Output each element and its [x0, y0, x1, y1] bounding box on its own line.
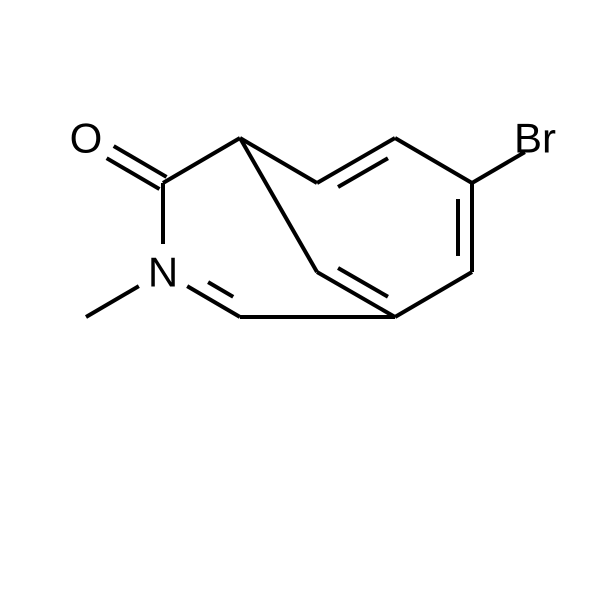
- atom-label-br: Br: [514, 115, 556, 162]
- bond-double-inner: [338, 268, 388, 297]
- bond-double-inner: [338, 158, 388, 187]
- bond-double: [114, 146, 167, 177]
- bond-double-inner: [208, 282, 233, 297]
- atom-label-o: O: [70, 115, 103, 162]
- atom-label-n: N: [148, 249, 178, 296]
- bond-single: [395, 138, 472, 183]
- bond-single: [163, 138, 240, 183]
- bond-single: [395, 272, 472, 317]
- bond-double-outer: [187, 286, 240, 317]
- bond-single: [86, 286, 139, 317]
- bond-double: [107, 158, 160, 189]
- bond-single: [240, 138, 317, 272]
